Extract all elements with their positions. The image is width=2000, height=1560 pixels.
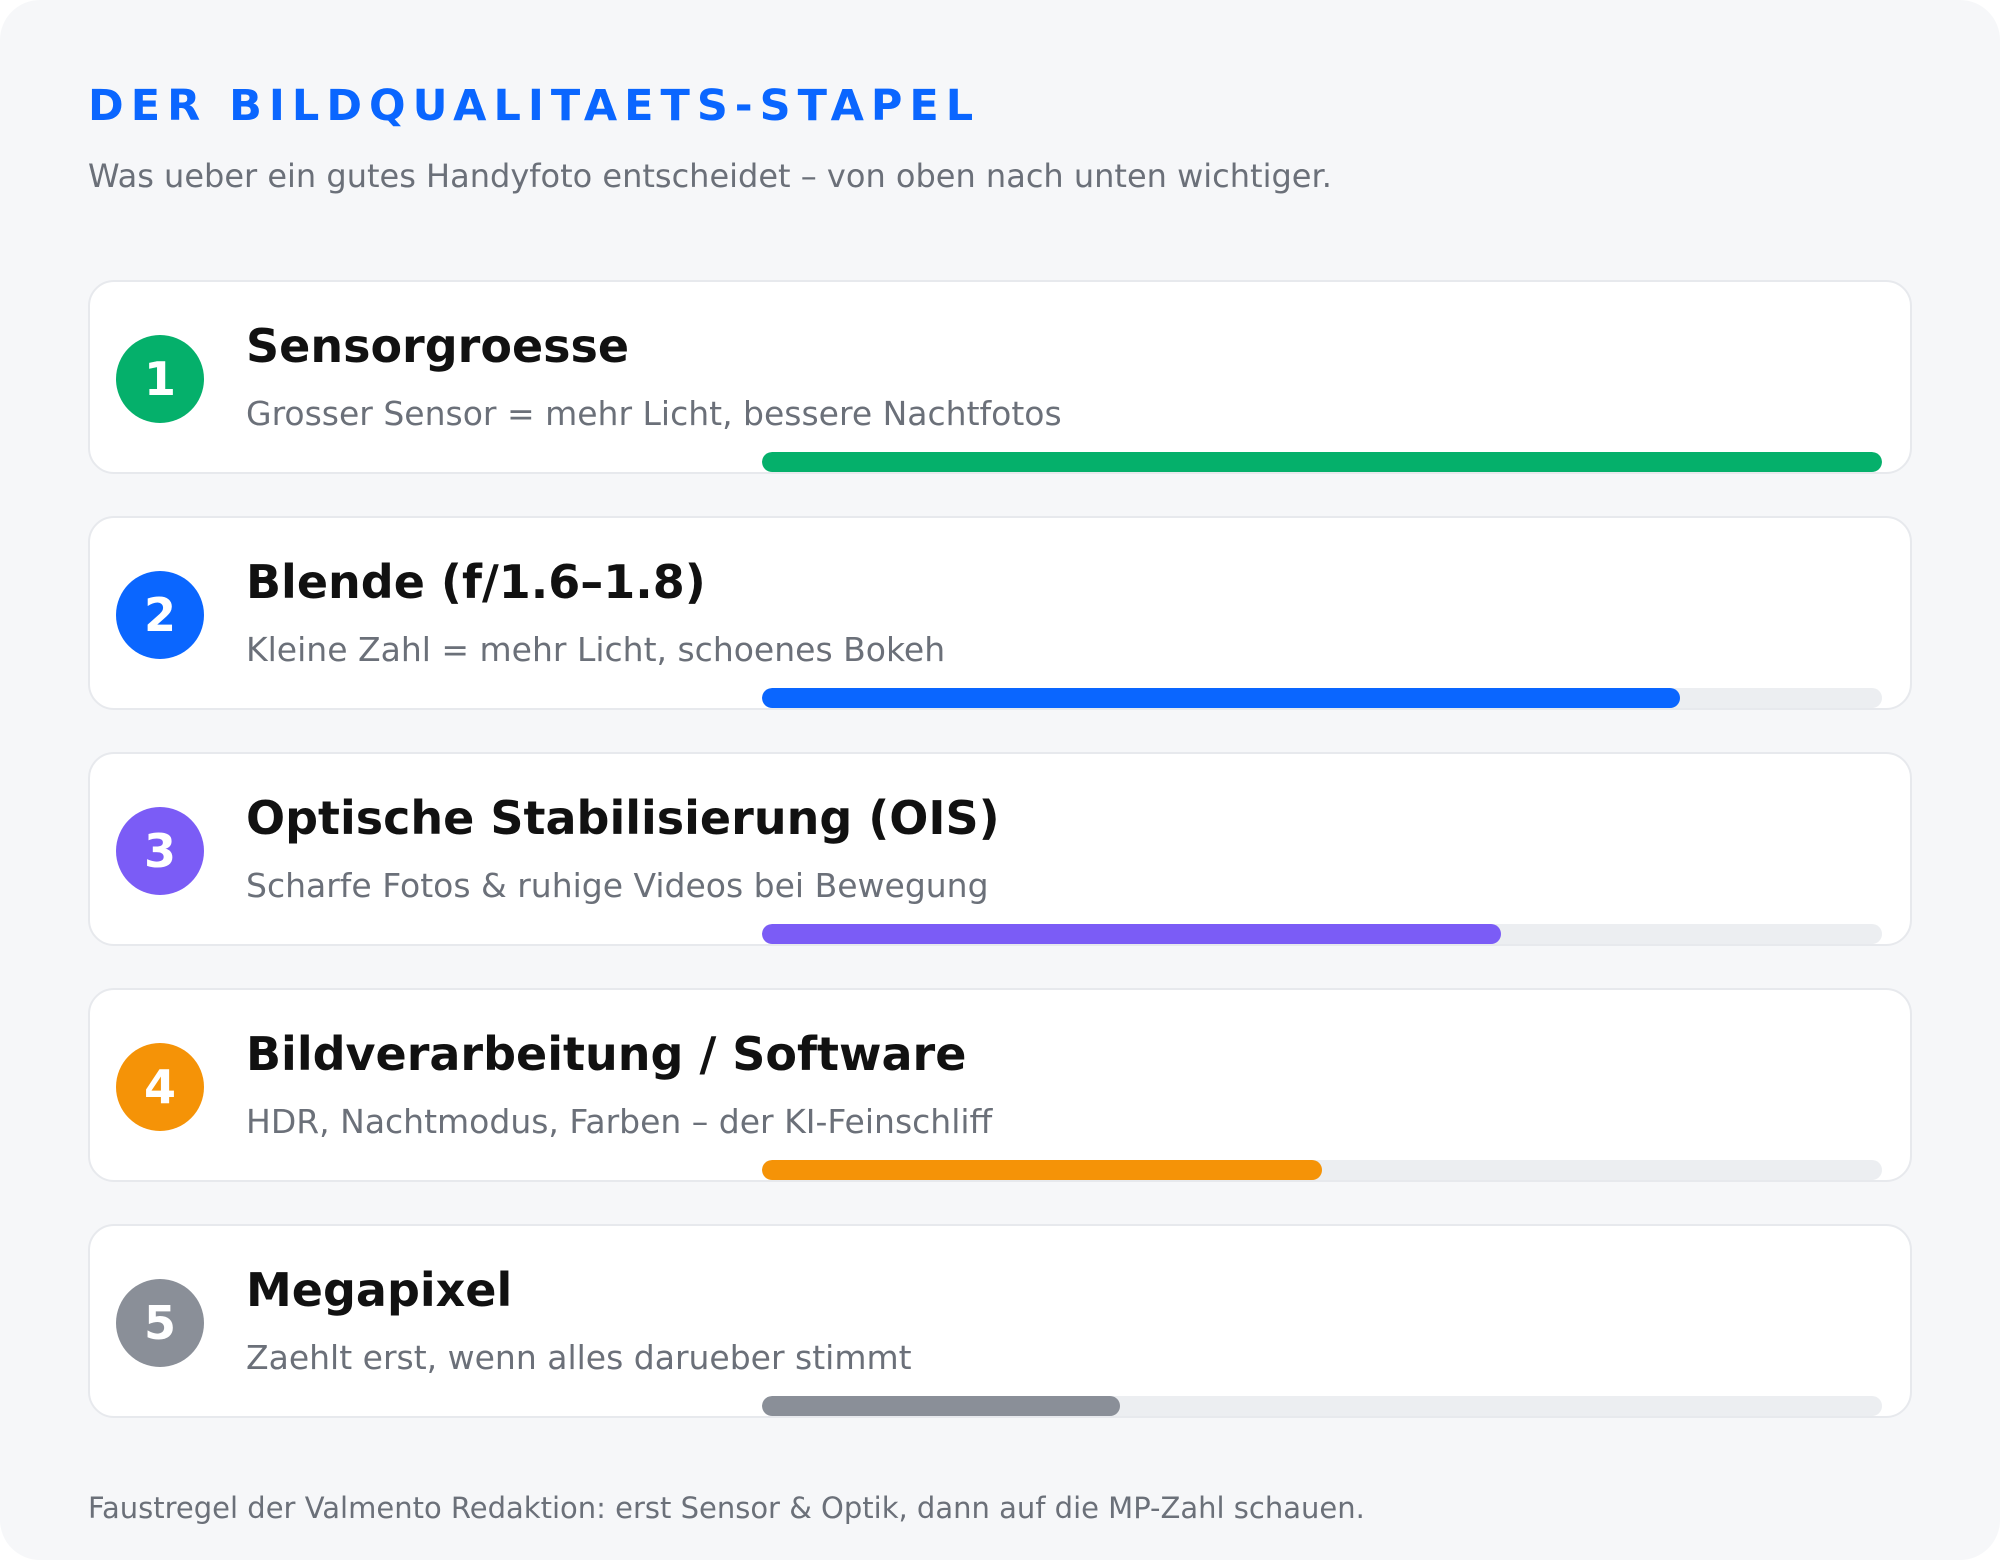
rank-badge: 5 <box>116 1279 204 1367</box>
importance-bar-track <box>762 1160 1882 1180</box>
page-title: DER BILDQUALITAETS-STAPEL <box>88 81 981 131</box>
importance-bar-fill <box>762 1396 1121 1416</box>
importance-bar-fill <box>762 688 1681 708</box>
ranking-item-sensor: 1 Sensorgroesse Grosser Sensor = mehr Li… <box>88 280 1912 474</box>
ranking-item-aperture: 2 Blende (f/1.6–1.8) Kleine Zahl = mehr … <box>88 516 1912 710</box>
footer-note: Faustregel der Valmento Redaktion: erst … <box>88 1491 1365 1525</box>
item-title: Megapixel <box>246 1263 513 1317</box>
ranking-item-processing: 4 Bildverarbeitung / Software HDR, Nacht… <box>88 988 1912 1182</box>
ranking-list: 1 Sensorgroesse Grosser Sensor = mehr Li… <box>88 280 1912 1460</box>
importance-bar-track <box>762 924 1882 944</box>
importance-bar-track <box>762 688 1882 708</box>
item-title: Sensorgroesse <box>246 319 630 373</box>
importance-bar-fill <box>762 1160 1322 1180</box>
importance-bar-track <box>762 452 1882 472</box>
ranking-item-megapixel: 5 Megapixel Zaehlt erst, wenn alles daru… <box>88 1224 1912 1418</box>
item-description: Scharfe Fotos & ruhige Videos bei Bewegu… <box>246 866 989 905</box>
rank-badge: 2 <box>116 571 204 659</box>
item-title: Optische Stabilisierung (OIS) <box>246 791 1000 845</box>
item-title: Bildverarbeitung / Software <box>246 1027 967 1081</box>
item-description: Grosser Sensor = mehr Licht, bessere Nac… <box>246 394 1062 433</box>
rank-badge: 1 <box>116 335 204 423</box>
page-subtitle: Was ueber ein gutes Handyfoto entscheide… <box>88 157 1332 195</box>
rank-badge: 4 <box>116 1043 204 1131</box>
item-description: HDR, Nachtmodus, Farben – der KI-Feinsch… <box>246 1102 993 1141</box>
rank-badge: 3 <box>116 807 204 895</box>
ranking-item-stabilization: 3 Optische Stabilisierung (OIS) Scharfe … <box>88 752 1912 946</box>
item-title: Blende (f/1.6–1.8) <box>246 555 706 609</box>
importance-bar-track <box>762 1396 1882 1416</box>
item-description: Kleine Zahl = mehr Licht, schoenes Bokeh <box>246 630 946 669</box>
importance-bar-fill <box>762 924 1502 944</box>
item-description: Zaehlt erst, wenn alles darueber stimmt <box>246 1338 912 1377</box>
importance-bar-fill <box>762 452 1882 472</box>
